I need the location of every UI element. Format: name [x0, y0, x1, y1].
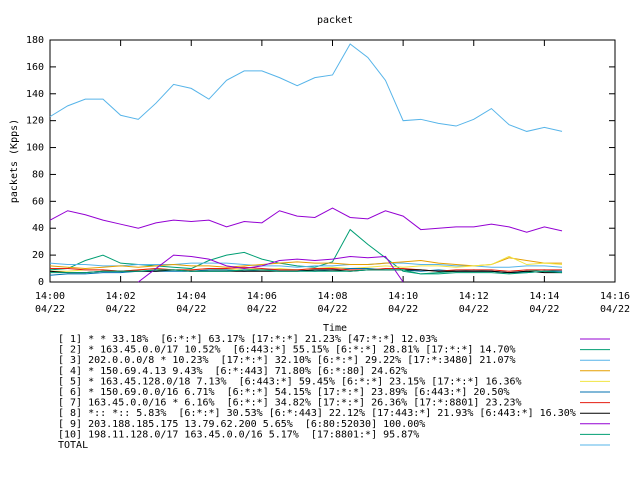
x-tick-label: 14:00 [35, 291, 65, 302]
series-line [49, 228, 563, 275]
x-tick-date: 04/22 [388, 304, 418, 315]
legend-label: [ 6] * 150.69.0.0/16 6.71% [6:*:*] 54.15… [58, 387, 510, 398]
legend-label: [ 9] 203.188.185.175 13.79.62.200 5.65% … [58, 419, 425, 430]
y-tick-label: 0 [38, 277, 44, 288]
y-tick-label: 40 [32, 223, 44, 234]
y-tick-label: 160 [26, 62, 44, 73]
chart-title: packet [317, 15, 353, 26]
y-tick-label: 60 [32, 196, 44, 207]
y-tick-label: 140 [26, 89, 44, 100]
legend-label: [ 5] * 163.45.128.0/18 7.13% [6:443:*] 5… [58, 376, 522, 387]
x-axis-label: Time [323, 323, 347, 334]
legend-label: [ 7] 163.45.0.0/16 * 6.16% [6:*:*] 34.82… [58, 398, 522, 409]
x-tick-label: 14:16 [600, 291, 630, 302]
legend-label: [ 3] 202.0.0.0/8 * 10.23% [17:*:*] 32.10… [58, 355, 516, 366]
legend-label: [ 4] * 150.69.4.13 9.43% [6:*:443] 71.80… [58, 366, 407, 377]
x-tick-label: 14:04 [176, 291, 206, 302]
legend-label: [ 2] * 163.45.0.0/17 10.52% [6:443:*] 55… [58, 345, 516, 356]
y-tick-label: 180 [26, 35, 44, 46]
y-tick-label: 120 [26, 116, 44, 127]
plot-border [49, 39, 616, 283]
x-tick-label: 14:08 [317, 291, 347, 302]
x-tick-date: 04/22 [317, 304, 347, 315]
y-axis-label: packets (Kpps) [9, 119, 20, 203]
legend-label: [ 8] *:: *:: 5.83% [6:*:*] 30.53% [6:*:4… [58, 408, 576, 419]
x-tick-date: 04/22 [459, 304, 489, 315]
x-tick-date: 04/22 [35, 304, 65, 315]
series-line [50, 266, 563, 272]
x-tick-date: 04/22 [600, 304, 630, 315]
x-tick-label: 14:12 [459, 291, 489, 302]
x-tick-label: 14:14 [529, 291, 559, 302]
y-tick-label: 100 [26, 143, 44, 154]
series-line [50, 269, 563, 275]
series-line [49, 43, 563, 132]
x-tick-date: 04/22 [176, 304, 206, 315]
series-line [49, 207, 563, 233]
legend-label: TOTAL [58, 440, 88, 451]
x-tick-date: 04/22 [247, 304, 277, 315]
x-tick-date: 04/22 [529, 304, 559, 315]
x-tick-label: 14:06 [247, 291, 277, 302]
x-tick-label: 14:10 [388, 291, 418, 302]
y-tick-label: 20 [32, 250, 44, 261]
x-tick-date: 04/22 [106, 304, 136, 315]
legend-label: [10] 198.11.128.0/17 163.45.0.0/16 5.17%… [58, 429, 419, 440]
x-tick-label: 14:02 [106, 291, 136, 302]
y-tick-label: 80 [32, 169, 44, 180]
legend-label: [ 1] * * 33.18% [6:*:*] 63.17% [17:*:*] … [58, 334, 437, 345]
series-line [137, 254, 404, 283]
